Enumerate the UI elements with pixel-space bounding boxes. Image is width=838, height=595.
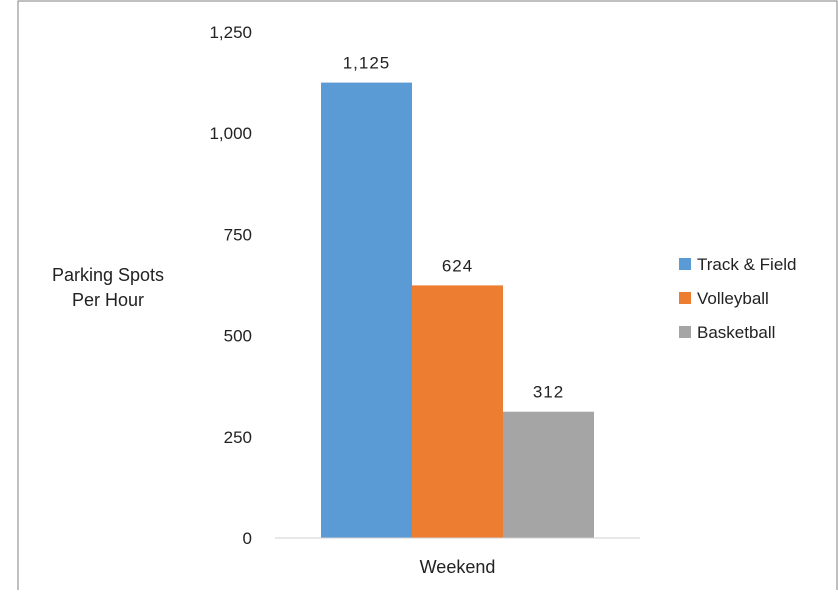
legend-swatch xyxy=(679,258,691,270)
y-tick-label: 1,250 xyxy=(209,23,252,42)
y-tick-label: 1,000 xyxy=(209,124,252,143)
legend-label: Basketball xyxy=(697,323,775,342)
data-label: 1,125 xyxy=(343,54,391,73)
y-tick-label: 250 xyxy=(224,428,252,447)
y-tick-label: 750 xyxy=(224,225,252,244)
legend-swatch xyxy=(679,292,691,304)
legend-label: Track & Field xyxy=(697,255,797,274)
legend: Track & Field Volleyball Basketball xyxy=(679,255,797,342)
y-tick-label: 500 xyxy=(224,327,252,346)
bar-volleyball xyxy=(412,285,503,538)
bars xyxy=(321,82,594,538)
data-label: 624 xyxy=(442,256,473,275)
y-axis-ticks: 0 250 500 750 1,000 1,250 xyxy=(209,23,252,548)
y-axis-title-line-2: Per Hour xyxy=(72,290,144,310)
chart-border xyxy=(17,0,838,590)
y-axis-title-line-1: Parking Spots xyxy=(52,265,164,285)
legend-label: Volleyball xyxy=(697,289,769,308)
bar-basketball xyxy=(503,411,594,538)
bar-track-field xyxy=(321,82,412,538)
data-labels: 1,125 624 312 xyxy=(343,54,564,402)
legend-swatch xyxy=(679,326,691,338)
x-tick-label: Weekend xyxy=(420,557,496,577)
data-label: 312 xyxy=(533,383,564,402)
y-tick-label: 0 xyxy=(243,529,252,548)
x-axis-ticks: Weekend xyxy=(420,557,496,577)
